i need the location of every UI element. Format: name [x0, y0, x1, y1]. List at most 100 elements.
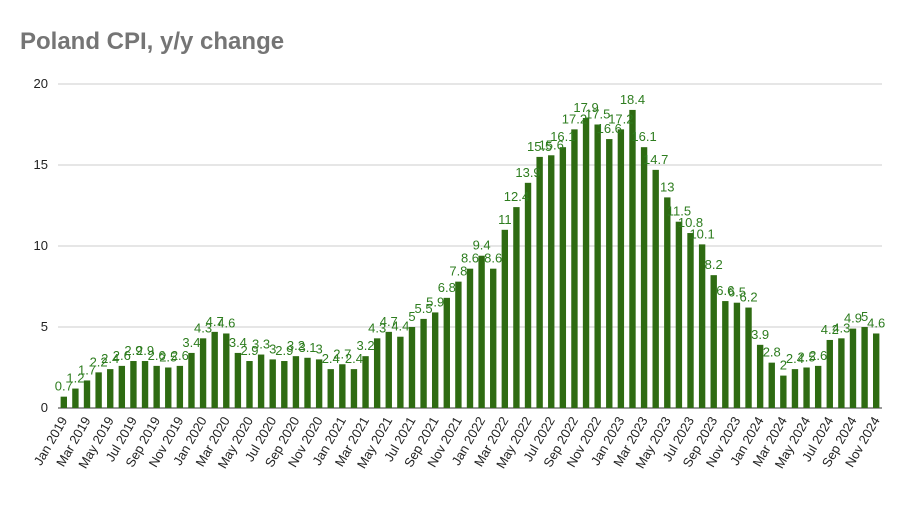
data-label: 16.1 — [550, 129, 575, 144]
data-label: 3.2 — [357, 338, 375, 353]
data-label: 2.4 — [101, 351, 119, 366]
bar — [60, 396, 67, 408]
data-label: 16.1 — [631, 129, 656, 144]
bar — [339, 364, 346, 408]
bar — [664, 197, 671, 408]
bar — [350, 369, 358, 408]
bar — [524, 182, 532, 408]
bar — [153, 365, 160, 408]
data-label: 2.2 — [90, 354, 108, 369]
bar — [582, 118, 590, 409]
data-label: 2.7 — [333, 346, 351, 361]
bar — [722, 301, 729, 408]
bar — [443, 297, 450, 408]
data-label: 3.1 — [298, 340, 316, 355]
data-label: 14.7 — [643, 152, 668, 167]
bar — [83, 380, 91, 408]
data-label: 1.2 — [66, 371, 84, 386]
data-label: 2.6 — [113, 348, 131, 363]
bar — [373, 338, 381, 408]
data-label: 4.6 — [217, 315, 235, 330]
bar — [745, 307, 752, 408]
data-label: 2.9 — [275, 343, 293, 358]
bar — [849, 328, 857, 408]
data-label: 4.3 — [194, 320, 212, 335]
bar — [698, 244, 706, 408]
bar — [211, 331, 218, 408]
bar — [281, 361, 288, 408]
data-label: 5.5 — [415, 301, 433, 316]
data-label: 13.9 — [515, 165, 540, 180]
bar — [269, 359, 276, 408]
data-label: 8.6 — [484, 251, 502, 266]
data-label: 4.7 — [206, 314, 224, 329]
data-label: 4.3 — [368, 320, 386, 335]
data-label: 5 — [861, 309, 868, 324]
bar — [72, 388, 79, 408]
bar — [408, 327, 416, 408]
data-label: 2.9 — [136, 343, 154, 358]
data-label: 2.5 — [798, 350, 816, 365]
bar — [257, 354, 265, 408]
y-tick-label: 5 — [41, 319, 48, 334]
bar — [362, 356, 369, 408]
bar — [571, 129, 578, 409]
bar — [385, 331, 392, 408]
data-label: 3.4 — [182, 335, 200, 350]
data-label: 6.2 — [739, 290, 757, 305]
bar — [629, 109, 636, 409]
y-tick-label: 20 — [34, 76, 48, 91]
data-label: 2.6 — [809, 348, 827, 363]
bar — [594, 124, 601, 408]
bar — [420, 318, 427, 408]
bar — [223, 333, 230, 408]
data-label: 3.2 — [287, 338, 305, 353]
data-label: 5 — [408, 309, 415, 324]
data-label: 15.5 — [527, 139, 552, 154]
bar — [548, 155, 555, 408]
bar — [431, 312, 439, 408]
data-label: 7.8 — [449, 264, 467, 279]
data-label: 2.4 — [786, 351, 804, 366]
data-label: 2.8 — [763, 345, 781, 360]
data-label: 6.5 — [728, 285, 746, 300]
data-label: 4.4 — [391, 319, 409, 334]
data-label: 6.8 — [438, 280, 456, 295]
bar — [455, 281, 462, 408]
data-label: 2.4 — [345, 351, 363, 366]
bar — [118, 365, 126, 408]
bar — [640, 147, 648, 408]
data-label: 2.9 — [124, 343, 142, 358]
bar — [861, 327, 868, 408]
bar — [141, 361, 149, 408]
y-axis-ticks: 0 5 10 15 20 — [34, 76, 48, 415]
bar — [687, 233, 694, 408]
data-label: 2.9 — [240, 343, 258, 358]
data-label: 4.3 — [832, 320, 850, 335]
bar — [397, 336, 404, 408]
bar — [304, 357, 311, 408]
bar — [814, 365, 822, 408]
bars — [60, 109, 880, 409]
bar — [95, 372, 102, 408]
data-labels: 0.71.21.72.22.42.62.92.92.62.52.63.44.34… — [55, 92, 885, 394]
data-label: 5.9 — [426, 294, 444, 309]
data-label: 8.6 — [461, 251, 479, 266]
bar — [165, 367, 172, 408]
bar — [107, 369, 114, 408]
data-label: 2 — [780, 358, 787, 373]
data-label: 2.6 — [148, 348, 166, 363]
data-label: 11.5 — [667, 204, 691, 219]
bar — [733, 302, 741, 408]
bar — [315, 359, 323, 408]
bar — [246, 361, 253, 408]
data-label: 3.9 — [751, 327, 769, 342]
data-label: 16.6 — [597, 121, 622, 136]
data-label: 6.6 — [716, 283, 734, 298]
bar — [652, 169, 659, 408]
data-label: 4.7 — [380, 314, 398, 329]
data-label: 17.9 — [573, 100, 598, 115]
data-label: 13 — [660, 179, 674, 194]
